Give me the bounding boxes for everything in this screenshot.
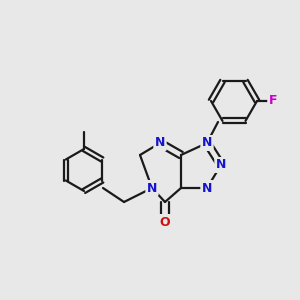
Text: F: F (269, 94, 277, 107)
Text: N: N (216, 158, 226, 172)
Text: N: N (202, 182, 212, 194)
Text: N: N (155, 136, 165, 149)
Text: N: N (147, 182, 157, 194)
Text: N: N (202, 136, 212, 149)
Text: O: O (160, 215, 170, 229)
